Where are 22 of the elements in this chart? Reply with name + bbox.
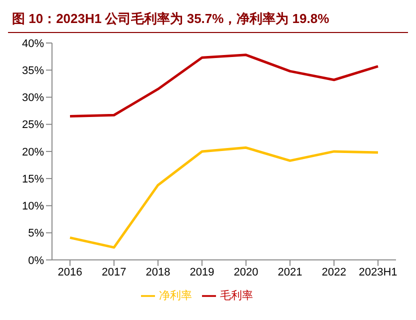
x-tick-label: 2023H1	[358, 266, 398, 279]
x-tick-label: 2019	[190, 266, 214, 279]
y-tick-label: 10%	[22, 200, 44, 213]
y-tick-label: 5%	[28, 228, 44, 240]
y-tick-label: 30%	[22, 92, 44, 104]
legend-label: 净利率	[159, 290, 192, 302]
y-tick-label: 15%	[22, 173, 44, 186]
x-tick-label: 2018	[146, 266, 170, 279]
chart-title: 图 10：2023H1 公司毛利率为 35.7%，净利率为 19.8%	[8, 8, 408, 33]
line-series	[68, 54, 380, 118]
x-tick-label: 2022	[322, 266, 346, 279]
y-tick-label: 0%	[28, 254, 44, 267]
line-series	[68, 146, 380, 249]
y-tick-label: 40%	[22, 38, 44, 50]
y-tick-label: 20%	[22, 146, 44, 158]
y-tick-label: 35%	[22, 65, 44, 78]
x-tick-label: 2021	[278, 266, 302, 279]
x-tick-label: 2020	[234, 266, 258, 279]
x-tick-label: 2016	[58, 266, 82, 279]
x-tick-label: 2017	[102, 266, 126, 279]
legend-label: 毛利率	[220, 290, 253, 302]
y-tick-label: 25%	[22, 119, 44, 132]
